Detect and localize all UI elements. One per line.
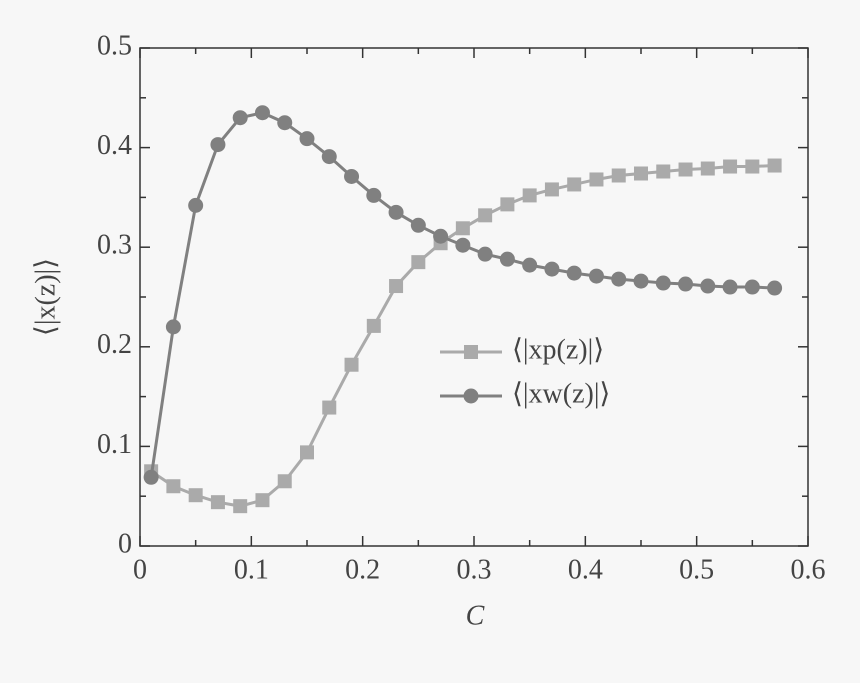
data-point [544, 261, 560, 277]
y-tick-label: 0.2 [97, 329, 132, 360]
data-point [722, 279, 738, 295]
data-point [165, 319, 181, 335]
data-point [588, 268, 604, 284]
y-tick-label: 0.5 [97, 30, 132, 61]
plot-frame [139, 47, 809, 547]
x-tick-label: 0.5 [679, 554, 714, 585]
data-point [366, 187, 382, 203]
data-point [656, 164, 671, 179]
data-point [655, 275, 671, 291]
data-point [366, 318, 381, 333]
x-tick-label: 0.4 [568, 554, 603, 585]
y-tick-label: 0.3 [97, 230, 132, 261]
data-point [389, 279, 404, 294]
data-point [232, 110, 248, 126]
data-point [166, 479, 181, 494]
x-tick-label: 0.2 [345, 554, 380, 585]
data-point [210, 495, 225, 510]
data-point [455, 221, 470, 236]
data-point [611, 271, 627, 287]
data-point [567, 177, 582, 192]
data-point [233, 499, 248, 514]
y-tick-label: 0.1 [97, 429, 132, 460]
data-point [188, 488, 203, 503]
legend-marker [463, 388, 479, 404]
x-tick-label: 0.6 [791, 554, 826, 585]
legend-marker [464, 345, 478, 359]
data-point [143, 469, 159, 485]
data-point [745, 159, 760, 174]
data-point [188, 197, 204, 213]
y-tick-label: 0.4 [97, 130, 132, 161]
data-point [723, 159, 738, 174]
data-point [321, 149, 337, 165]
data-point [344, 168, 360, 184]
data-point [500, 197, 515, 212]
x-tick-label: 0 [133, 554, 147, 585]
data-point [277, 474, 292, 489]
data-point [544, 182, 559, 197]
x-tick-label: 0.3 [457, 554, 492, 585]
data-point [700, 161, 715, 176]
data-point [255, 493, 270, 508]
data-point [767, 158, 782, 173]
data-point [322, 400, 337, 415]
data-point [455, 237, 471, 253]
data-point [700, 278, 716, 294]
data-point [388, 204, 404, 220]
data-point [566, 265, 582, 281]
data-point [634, 166, 648, 181]
data-point [589, 172, 604, 187]
data-point [210, 137, 226, 153]
data-point [633, 273, 649, 289]
data-point [744, 279, 760, 295]
data-point [254, 105, 270, 121]
x-tick-label: 0.1 [234, 554, 269, 585]
y-axis-label: ⟨|x(z)|⟩ [30, 258, 61, 336]
data-point [678, 276, 694, 292]
data-point [299, 131, 315, 147]
data-point [477, 246, 493, 262]
data-point [522, 257, 538, 273]
data-point [522, 188, 537, 203]
y-tick-label: 0 [118, 528, 132, 559]
data-point [433, 228, 449, 244]
data-point [499, 251, 515, 267]
legend-label: ⟨|xp(z)|⟩ [512, 334, 604, 365]
data-point [478, 208, 493, 223]
x-axis-label: C [466, 600, 485, 631]
data-point [344, 357, 359, 372]
data-point [678, 162, 693, 177]
data-point [300, 445, 314, 460]
legend-label: ⟨|xw(z)|⟩ [512, 378, 610, 409]
data-point [410, 217, 426, 233]
data-point [611, 168, 626, 183]
data-point [411, 255, 426, 270]
data-point [277, 115, 293, 131]
data-point [767, 280, 783, 296]
